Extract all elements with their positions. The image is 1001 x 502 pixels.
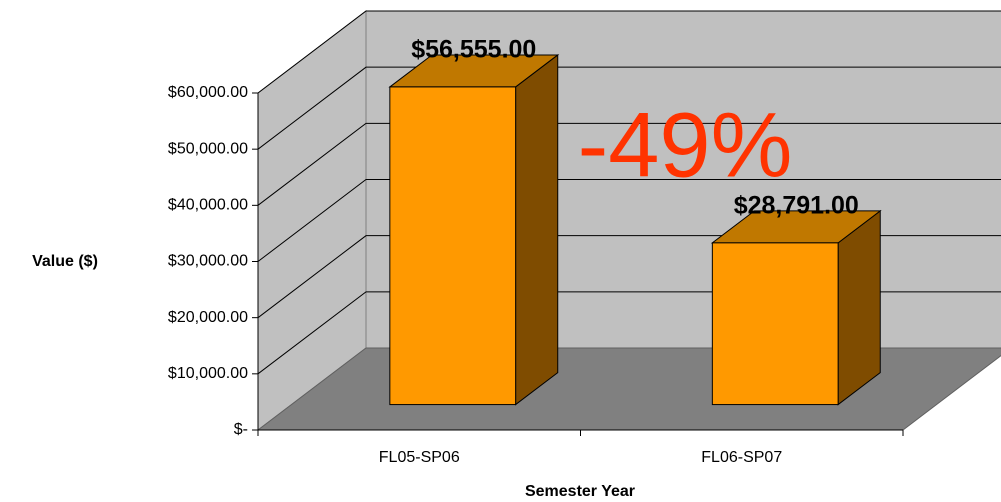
floor — [256, 347, 1001, 431]
y-tick-label: $30,000.00 — [168, 253, 248, 270]
value-label: $56,555.00 — [411, 36, 536, 64]
y-tick-label: $60,000.00 — [168, 84, 248, 101]
x-axis-title: Semester Year — [525, 483, 635, 500]
grid-line — [257, 10, 1001, 94]
bar-front — [711, 242, 839, 406]
plot: $- $10,000.00 $20,000.00 $30,000.00 $40,000.… — [168, 9, 1001, 466]
y-axis-title: Value ($) — [32, 253, 98, 270]
y-tick-label: $- — [234, 421, 248, 438]
grid-line — [257, 122, 1001, 206]
y-tick-label: $10,000.00 — [168, 365, 248, 382]
value-label: $28,791.00 — [734, 191, 859, 219]
bar-front — [389, 86, 517, 406]
bar — [710, 209, 882, 406]
y-tick-label: $50,000.00 — [168, 140, 248, 157]
x-tick-label: FL06-SP07 — [701, 449, 782, 466]
bar — [388, 53, 560, 406]
y-tick-label: $20,000.00 — [168, 309, 248, 326]
annotation: -49% — [578, 94, 793, 196]
x-tick-label: FL05-SP06 — [379, 449, 460, 466]
grid-line — [257, 179, 1001, 262]
bar-side — [837, 209, 881, 406]
y-tick-label: $40,000.00 — [168, 197, 248, 214]
bar-side — [515, 53, 559, 406]
grid-line — [257, 66, 1001, 150]
